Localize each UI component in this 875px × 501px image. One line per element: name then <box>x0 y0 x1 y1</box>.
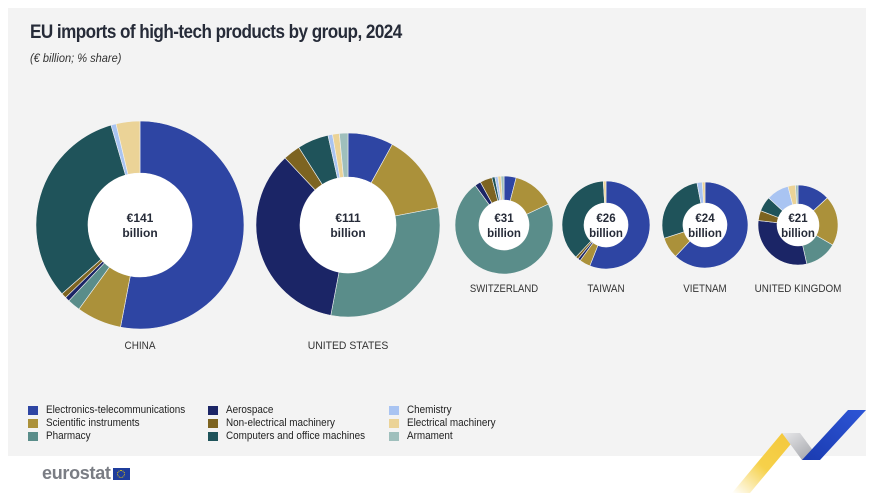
legend-swatch <box>28 431 38 441</box>
legend-label: Non-electrical machinery <box>226 417 335 429</box>
legend-swatch <box>28 405 38 415</box>
legend-label: Aerospace <box>226 404 274 416</box>
donut-switzerland: €31 billion SWITZERLAND <box>454 175 554 295</box>
legend-item: Armament <box>389 430 458 442</box>
donut-total-value: €111 <box>335 211 361 225</box>
legend-item: Aerospace <box>208 404 279 416</box>
country-label: UNITED STATES <box>308 340 389 352</box>
country-label: SWITZERLAND <box>470 283 538 295</box>
donut-total-unit: billion <box>589 228 623 240</box>
donut-total-unit: billion <box>688 228 722 240</box>
legend-label: Electronics-telecommunications <box>46 404 186 416</box>
legend-swatch <box>208 431 218 441</box>
legend-item: Electronics-telecommunications <box>28 404 201 416</box>
eu-flag-icon <box>112 467 130 480</box>
donut-total-value: €31 <box>494 213 514 225</box>
decorative-ribbon-icon <box>732 410 866 493</box>
donut-total-unit: billion <box>781 228 815 240</box>
legend-label: Computers and office machines <box>226 430 366 442</box>
legend-label: Scientific instruments <box>46 417 140 429</box>
donut-total-unit: billion <box>330 226 365 240</box>
donut-hole <box>300 177 396 273</box>
legend-item: Non-electrical machinery <box>208 417 347 429</box>
donut-hole <box>584 203 628 247</box>
legend-label: Armament <box>407 430 453 442</box>
donut-united-kingdom: €21 billion UNITED KINGDOM <box>755 184 842 295</box>
legend-swatch <box>208 405 218 415</box>
legend-item: Electrical machinery <box>389 417 505 429</box>
donut-hole <box>777 204 819 246</box>
donut-total-unit: billion <box>122 226 157 240</box>
ribbon-yellow <box>732 433 800 493</box>
donut-vietnam: €24 billion VIETNAM <box>661 181 749 295</box>
country-label: VIETNAM <box>683 283 726 295</box>
legend-swatch <box>389 405 399 415</box>
country-label: CHINA <box>125 340 157 352</box>
legend-swatch <box>389 418 399 428</box>
donut-taiwan: €26 billion TAIWAN <box>561 180 651 295</box>
legend-label: Chemistry <box>407 404 452 416</box>
country-label: TAIWAN <box>587 283 624 295</box>
donut-hole <box>479 200 529 250</box>
donut-total-value: €21 <box>788 213 808 225</box>
ribbon-blue <box>802 410 866 460</box>
legend-item: Chemistry <box>389 404 457 416</box>
legend-swatch <box>28 418 38 428</box>
donut-total-value: €141 <box>127 211 154 225</box>
legend: Electronics-telecommunications Scientifi… <box>28 404 548 444</box>
chart-subtitle: (€ billion; % share) <box>30 51 122 65</box>
legend-item: Pharmacy <box>28 430 96 442</box>
legend-item: Computers and office machines <box>208 430 381 442</box>
donut-hole <box>683 203 727 247</box>
country-label: UNITED KINGDOM <box>755 283 842 295</box>
eurostat-wordmark: eurostat <box>42 463 111 483</box>
legend-label: Pharmacy <box>46 430 91 442</box>
legend-swatch <box>389 431 399 441</box>
legend-label: Electrical machinery <box>407 417 496 429</box>
legend-swatch <box>208 418 218 428</box>
eurostat-logo[interactable]: eurostat <box>42 463 130 484</box>
donut-total-value: €26 <box>596 213 615 225</box>
chart-title: EU imports of high-tech products by grou… <box>30 22 402 43</box>
donut-total-unit: billion <box>487 228 521 240</box>
donut-total-value: €24 <box>695 213 715 225</box>
legend-item: Scientific instruments <box>28 417 150 429</box>
donut-hole <box>88 173 192 277</box>
